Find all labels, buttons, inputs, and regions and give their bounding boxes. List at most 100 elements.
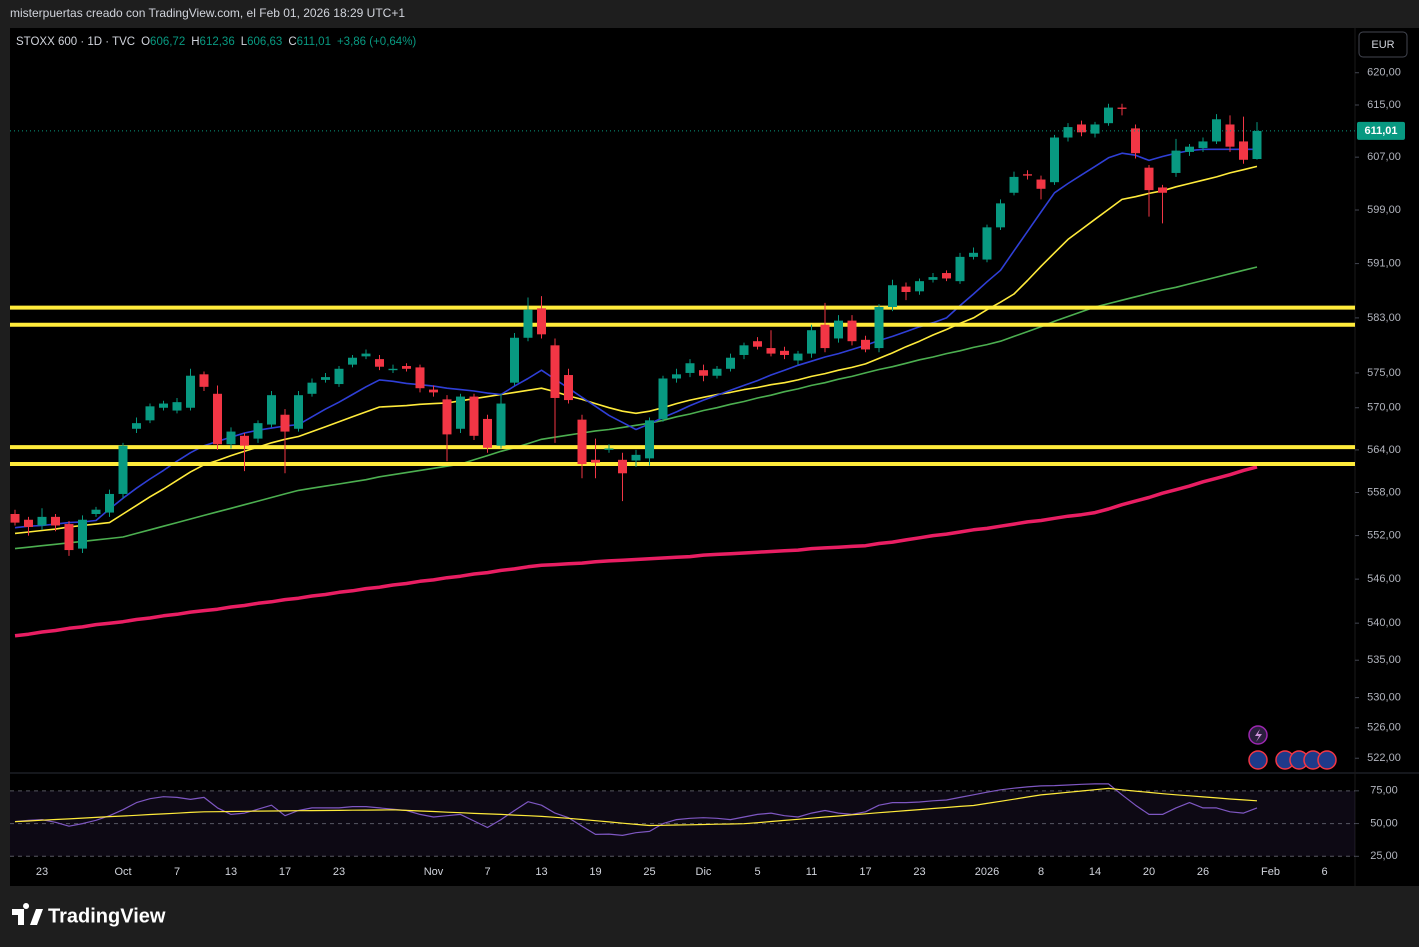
candle-body xyxy=(510,337,519,383)
y-tick-label: 540,00 xyxy=(1367,617,1401,629)
x-tick-label: 5 xyxy=(754,866,760,878)
candle-body xyxy=(1131,128,1140,154)
candle-body xyxy=(618,459,627,474)
candle-body xyxy=(402,366,411,369)
y-tick-label: 25,00 xyxy=(1370,850,1398,862)
candle-body xyxy=(1239,141,1248,160)
icon[interactable] xyxy=(1248,750,1268,770)
candle-body xyxy=(631,454,641,461)
x-tick-label: 26 xyxy=(1197,866,1209,878)
x-tick-label: 13 xyxy=(225,866,237,878)
icon-glyph xyxy=(1255,729,1262,742)
candle-body xyxy=(658,378,668,419)
series-line xyxy=(14,165,1258,535)
y-tick-label: 535,00 xyxy=(1367,654,1401,666)
candle-body xyxy=(388,368,398,371)
x-tick-label: Feb xyxy=(1261,866,1280,878)
candle-body xyxy=(685,363,695,373)
main-pane xyxy=(10,103,1355,638)
y-tick-label: 75,00 xyxy=(1370,785,1398,797)
candle-body xyxy=(10,513,20,523)
candle-body xyxy=(1036,179,1046,189)
candle-body xyxy=(1090,124,1100,134)
y-tick-label: 564,00 xyxy=(1367,444,1401,456)
y-tick-label: 591,00 xyxy=(1367,257,1401,269)
candle-body xyxy=(564,375,573,401)
candle-body xyxy=(1185,146,1194,152)
series-line xyxy=(14,783,1258,836)
candle-body xyxy=(199,374,209,387)
candle-body xyxy=(1117,107,1127,109)
candle-body xyxy=(375,359,384,367)
candle-body xyxy=(294,395,303,429)
symbol: STOXX 600 · 1D · TVC xyxy=(16,36,135,48)
y-tick-label: 546,00 xyxy=(1367,573,1401,585)
candle-body xyxy=(820,324,830,349)
candle-body xyxy=(577,419,587,465)
candle-body xyxy=(591,459,600,463)
candle-body xyxy=(1104,107,1113,124)
candle-body xyxy=(753,341,762,347)
candle-body xyxy=(1077,124,1086,133)
candle-body xyxy=(537,308,546,335)
candle-body xyxy=(78,519,87,549)
legend-value: 606,72 xyxy=(150,36,185,48)
x-tick-label: 25 xyxy=(643,866,655,878)
candle-body xyxy=(901,286,911,293)
logo xyxy=(12,903,43,925)
y-tick-label: 583,00 xyxy=(1367,312,1401,324)
icon[interactable] xyxy=(1317,750,1337,770)
series-line xyxy=(14,465,1258,638)
candle-body xyxy=(1063,127,1073,138)
x-tick-label: Dic xyxy=(696,866,712,878)
candle-body xyxy=(969,252,978,257)
candle-body xyxy=(834,320,843,339)
logo-mark xyxy=(12,903,43,925)
currency[interactable]: EUR xyxy=(1371,39,1394,51)
y-tick-label: 620,00 xyxy=(1367,67,1401,79)
candle-body xyxy=(280,414,290,432)
legend-key: H xyxy=(191,36,199,48)
candle-body xyxy=(415,367,425,389)
candle-body xyxy=(1171,150,1181,173)
y-tick-label: 599,00 xyxy=(1367,204,1401,216)
candle-body xyxy=(807,330,816,354)
x-tick-label: 2026 xyxy=(975,866,999,878)
candle-body xyxy=(226,431,236,445)
legend-value: 611,01 xyxy=(297,36,331,48)
legend-key: L xyxy=(241,36,248,48)
x-tick-label: 23 xyxy=(913,866,925,878)
x-tick-label: 7 xyxy=(174,866,180,878)
currency-button[interactable] xyxy=(1358,31,1408,58)
candle-body xyxy=(186,375,195,408)
candle-body xyxy=(942,273,951,279)
indicator-icons xyxy=(1248,725,1337,770)
candle-body xyxy=(726,357,735,369)
x-tick-label: 14 xyxy=(1089,866,1101,878)
candle-body xyxy=(1198,141,1208,148)
candle-body xyxy=(361,353,371,357)
watermark: TradingView xyxy=(48,905,166,927)
candle-body xyxy=(118,445,128,494)
legend-key: C xyxy=(288,36,296,48)
candle-body xyxy=(928,277,938,280)
last-price-label: 611,01 xyxy=(1364,125,1397,137)
candle-body xyxy=(1212,119,1221,142)
candle-body xyxy=(91,509,101,514)
plot-area xyxy=(10,28,1419,886)
candle-body xyxy=(321,377,330,380)
legend-value: 606,63 xyxy=(247,36,282,48)
x-tick-label: Oct xyxy=(114,866,131,878)
candle-body xyxy=(442,399,452,435)
y-tick-label: 50,00 xyxy=(1370,817,1398,829)
candle-body xyxy=(1009,176,1019,193)
y-tick-label: 615,00 xyxy=(1367,99,1401,111)
candle-body xyxy=(699,370,708,376)
candle-body xyxy=(996,203,1005,228)
y-tick-label: 607,00 xyxy=(1367,151,1401,163)
candle-body xyxy=(847,320,857,342)
last-price-box xyxy=(1357,121,1405,140)
candle-body xyxy=(550,345,560,398)
x-tick-label: 17 xyxy=(859,866,871,878)
